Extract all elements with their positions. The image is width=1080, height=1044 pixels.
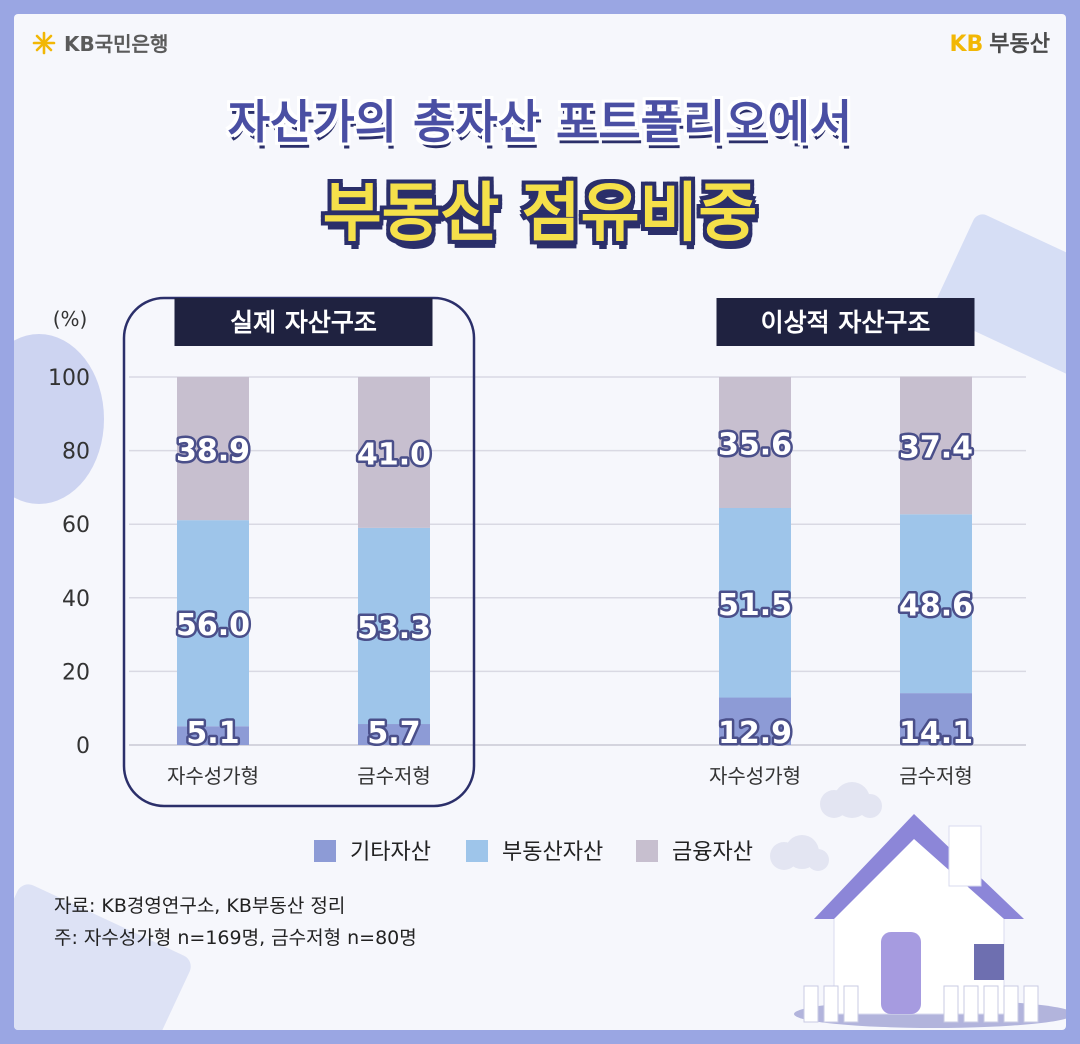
data-label: 12.9	[718, 716, 792, 751]
data-label: 5.7	[367, 716, 420, 751]
y-tick-label: 20	[62, 660, 90, 685]
title-line1: 자산가의 총자산 포트폴리오에서	[227, 95, 853, 149]
brand-kb: KB	[949, 32, 984, 57]
y-axis: 0 20 40 60 80 100 (%)	[48, 307, 90, 759]
bar-segment	[900, 514, 972, 694]
group-header-label: 이상적 자산구조	[761, 308, 931, 337]
stacked-bar-chart: 0 20 40 60 80 100 (%) 실제 자산구조 이상적 자산구조 5.1 56.0 3…	[48, 296, 1066, 1028]
x-tick-label: 자수성가형	[709, 764, 801, 788]
infographic-frame: KB국민은행 KB 부동산 자산가의 총자산 포트폴리오에서 부동산 점유비중	[14, 14, 1066, 1030]
bar-segment	[719, 508, 791, 698]
bar-segment	[358, 377, 430, 528]
source-line: 자료: KB경영연구소, KB부동산 정리	[54, 895, 346, 917]
legend-label: 기타자산	[350, 840, 431, 865]
chart-gridlines	[129, 376, 1026, 746]
source-note: 자료: KB경영연구소, KB부동산 정리 주: 자수성가형 n=169명, 금…	[54, 890, 417, 954]
x-tick-label: 금수저형	[899, 764, 973, 788]
house-illustration	[770, 782, 1066, 1028]
bar-segment	[358, 724, 430, 745]
data-label: 37.4	[899, 430, 973, 465]
kb-bank-logo: KB국민은행	[32, 28, 168, 57]
data-label: 41.0	[357, 437, 431, 472]
y-tick-label: 80	[62, 440, 90, 465]
brand-name: 부동산	[989, 32, 1050, 57]
data-label: 51.5	[718, 588, 792, 623]
legend-swatch	[314, 840, 336, 862]
title-line2: 부동산 점유비중	[322, 177, 758, 251]
legend-swatch	[466, 840, 488, 862]
legend-swatch	[636, 840, 658, 862]
x-tick-label: 금수저형	[357, 764, 431, 788]
y-tick-label: 40	[62, 587, 90, 612]
bar-segment	[177, 520, 249, 727]
legend-label: 부동산자산	[502, 840, 603, 865]
data-label: 35.6	[718, 428, 792, 463]
data-label: 48.6	[899, 589, 973, 624]
bar-segment	[719, 377, 791, 509]
x-axis-labels: 자수성가형 금수저형 자수성가형 금수저형	[167, 764, 973, 788]
bank-logo-text: KB국민은행	[64, 32, 169, 56]
bar-segment	[900, 693, 972, 745]
bar-segment	[177, 377, 249, 521]
x-tick-label: 자수성가형	[167, 764, 259, 788]
legend-label: 금융자산	[672, 840, 753, 865]
y-tick-label: 100	[48, 366, 90, 391]
group-header-label: 실제 자산구조	[230, 308, 377, 337]
bar-segment	[900, 376, 972, 515]
value-labels: 5.1 56.0 38.9 5.7 53.3 41.0 12.9 51.5 35.6 14.1 48…	[173, 425, 975, 753]
bar-segment	[177, 726, 249, 745]
data-label: 14.1	[899, 716, 973, 751]
data-label: 38.9	[176, 434, 250, 469]
y-tick-label: 60	[62, 513, 90, 538]
group-header-bg	[174, 298, 433, 346]
y-tick-label: 0	[76, 734, 90, 759]
chart-bars	[177, 376, 972, 745]
data-label: 5.1	[186, 716, 239, 751]
kb-star-icon	[32, 31, 56, 54]
group-header-bg	[716, 298, 975, 346]
data-label: 56.0	[176, 608, 250, 643]
data-label: 53.3	[357, 611, 431, 646]
y-axis-label: (%)	[53, 307, 88, 331]
group-frames: 실제 자산구조 이상적 자산구조	[122, 296, 975, 808]
kb-realestate-logo: KB 부동산	[949, 26, 1050, 58]
bar-segment	[358, 527, 430, 725]
sample-note-line: 주: 자수성가형 n=169명, 금수저형 n=80명	[54, 927, 417, 949]
chart-legend: 기타자산 부동산자산 금융자산	[314, 840, 753, 865]
bar-segment	[719, 697, 791, 745]
